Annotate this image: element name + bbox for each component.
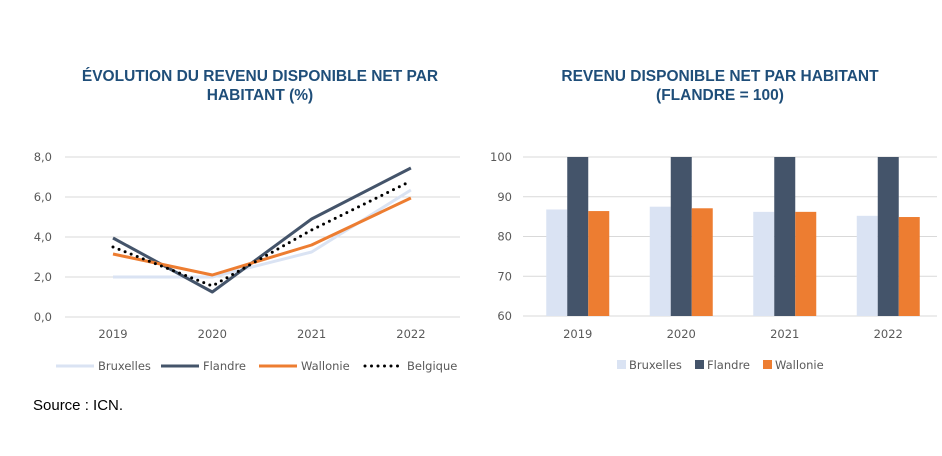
line-chart-title-line2: HABITANT (%) (206, 87, 314, 104)
bar-bruxelles-2019 (546, 209, 568, 316)
source-note: Source : ICN. (33, 397, 124, 414)
legend-label-wallonie: Wallonie (775, 358, 824, 372)
bar-bruxelles-2021 (753, 211, 775, 316)
bar-flandre-2022 (877, 157, 899, 316)
bar-bruxelles-2020 (649, 206, 671, 316)
x-tick-label: 2022 (874, 327, 903, 341)
line-chart: 0,0 2,0 4,0 6,0 8,0 2019 2020 2021 2022 Bruxelles… (34, 150, 460, 373)
legend-label-flandre: Flandre (203, 359, 246, 373)
bar-wallonie-2021 (795, 211, 817, 316)
x-tick-label: 2020 (667, 327, 696, 341)
bar-bruxelles-2022 (856, 215, 878, 316)
series-line-flandre (112, 166, 412, 294)
series-line-belgique (111, 179, 413, 288)
bar-flandre-2019 (567, 157, 589, 316)
y-tick-label: 80 (497, 230, 512, 244)
legend-label-wallonie: Wallonie (301, 359, 350, 373)
y-tick-label: 2,0 (34, 270, 52, 284)
line-chart-title-line1: ÉVOLUTION DU REVENU DISPONIBLE NET PAR (81, 68, 439, 85)
x-tick-label: 2020 (198, 327, 227, 341)
x-tick-label: 2022 (396, 327, 425, 341)
legend-swatch-bruxelles (617, 360, 626, 369)
x-tick-label: 2021 (297, 327, 326, 341)
legend-swatch-wallonie (763, 360, 772, 369)
y-tick-label: 0,0 (34, 310, 52, 324)
bar-flandre-2021 (774, 157, 796, 316)
line-chart-title: ÉVOLUTION DU REVENU DISPONIBLE NET PAR H… (20, 67, 500, 105)
bar-flandre-2020 (670, 157, 692, 316)
x-tick-label: 2019 (563, 327, 592, 341)
bar-wallonie-2022 (898, 217, 920, 316)
bar-chart-title-line1: REVENU DISPONIBLE NET PAR HABITANT (561, 68, 879, 85)
y-tick-label: 90 (497, 190, 512, 204)
bar-chart-title-line2: (FLANDRE = 100) (656, 87, 784, 104)
y-tick-label: 8,0 (34, 150, 52, 164)
x-tick-label: 2021 (770, 327, 799, 341)
legend-label-belgique: Belgique (407, 359, 457, 373)
bar-wallonie-2019 (588, 211, 610, 316)
legend-label-bruxelles: Bruxelles (629, 358, 682, 372)
series-line-wallonie (112, 196, 412, 277)
y-tick-label: 6,0 (34, 190, 52, 204)
y-tick-label: 70 (497, 269, 512, 283)
legend-label-bruxelles: Bruxelles (98, 359, 151, 373)
bar-chart-title: REVENU DISPONIBLE NET PAR HABITANT (FLAN… (500, 67, 940, 105)
bar-wallonie-2020 (691, 208, 713, 316)
y-tick-label: 100 (490, 150, 512, 164)
legend-label-flandre: Flandre (707, 358, 750, 372)
bar-chart: 60 70 80 90 100 2019 2020 2021 2022 Bruxelles Flan… (490, 150, 937, 372)
x-tick-label: 2019 (98, 327, 127, 341)
y-tick-label: 4,0 (34, 230, 52, 244)
y-tick-label: 60 (497, 309, 512, 323)
legend-swatch-flandre (695, 360, 704, 369)
